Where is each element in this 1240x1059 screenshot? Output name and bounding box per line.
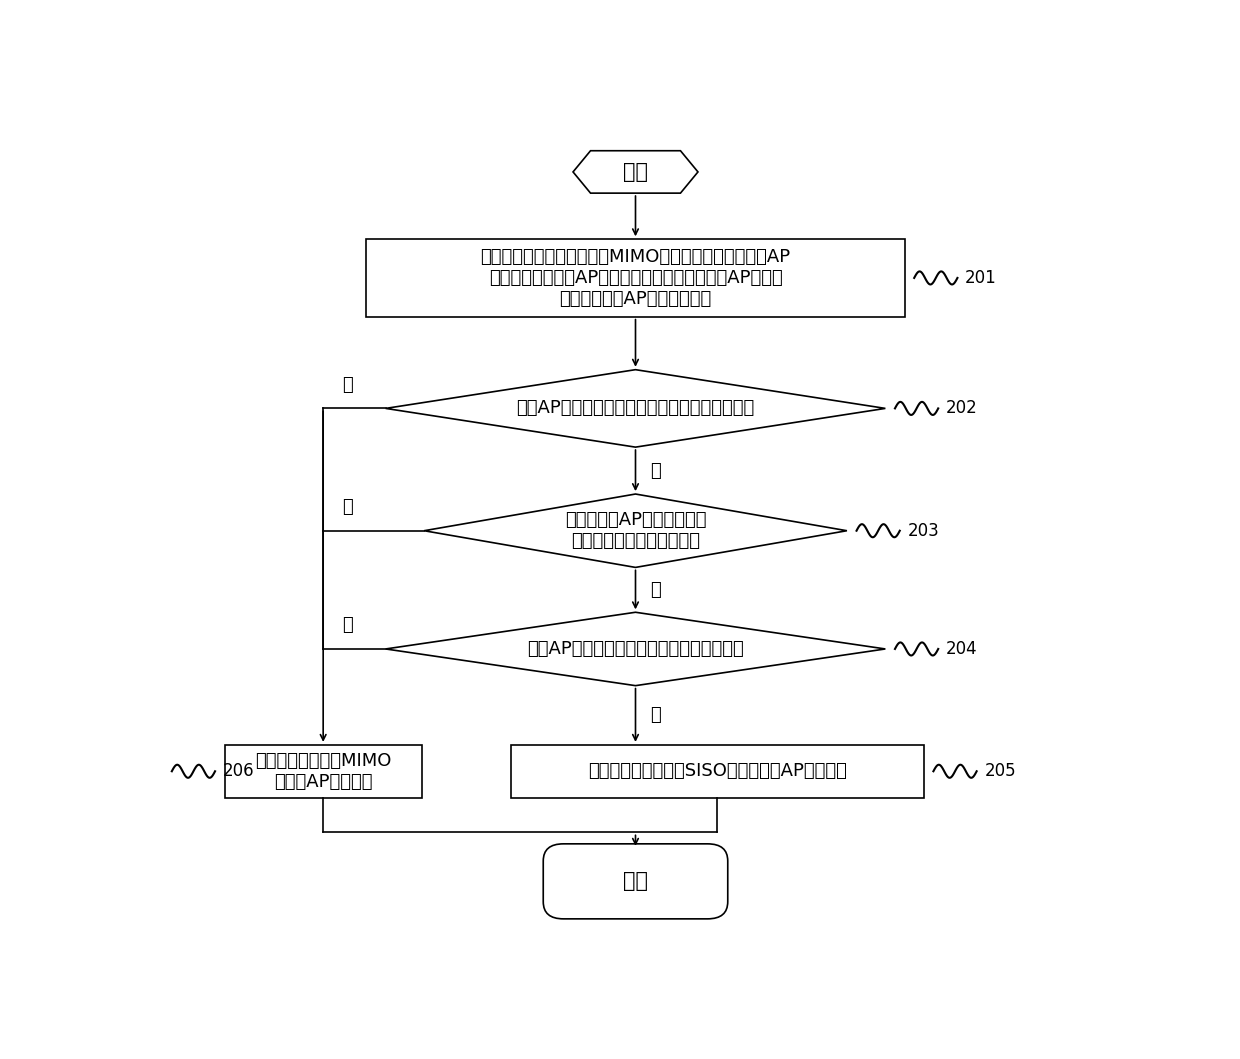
FancyBboxPatch shape xyxy=(367,239,905,317)
Text: 判断终端与AP之间的链路质
量值是否大于第二预设阈值: 判断终端与AP之间的链路质 量值是否大于第二预设阈值 xyxy=(564,511,707,550)
Text: 206: 206 xyxy=(223,762,254,780)
FancyBboxPatch shape xyxy=(511,744,924,797)
Text: 是: 是 xyxy=(650,580,661,598)
Text: 开始: 开始 xyxy=(622,162,649,182)
Text: 203: 203 xyxy=(908,522,939,540)
Text: 当终端天线以多输入多输出MIMO模式与无线访问接入点AP
进行通信时，获取AP的接收信号强度值、终端与AP之间的
链路质量值及AP的接入带宽值: 当终端天线以多输入多输出MIMO模式与无线访问接入点AP 进行通信时，获取AP的… xyxy=(480,248,791,308)
Text: 判断AP的接入带宽值是否小于第三预设阈值: 判断AP的接入带宽值是否小于第三预设阈值 xyxy=(527,640,744,658)
FancyBboxPatch shape xyxy=(224,744,422,797)
Text: 判断AP的接收信号强度值是否大于第一预设阈值: 判断AP的接收信号强度值是否大于第一预设阈值 xyxy=(516,399,755,417)
Polygon shape xyxy=(424,493,847,568)
Text: 控制终端天线切换至SISO模式与所述AP进行通信: 控制终端天线切换至SISO模式与所述AP进行通信 xyxy=(588,762,847,780)
Text: 是: 是 xyxy=(650,706,661,724)
Text: 202: 202 xyxy=(946,399,977,417)
Text: 控制终端天线保持MIMO
模式与AP进行通信: 控制终端天线保持MIMO 模式与AP进行通信 xyxy=(255,752,392,791)
Polygon shape xyxy=(573,150,698,193)
Text: 结束: 结束 xyxy=(622,872,649,892)
Text: 204: 204 xyxy=(946,640,977,658)
Text: 否: 否 xyxy=(342,498,352,516)
Text: 是: 是 xyxy=(650,462,661,480)
Text: 205: 205 xyxy=(985,762,1016,780)
Polygon shape xyxy=(386,370,885,447)
Text: 否: 否 xyxy=(342,376,352,394)
Text: 201: 201 xyxy=(965,269,997,287)
Polygon shape xyxy=(386,612,885,685)
Text: 否: 否 xyxy=(342,616,352,634)
FancyBboxPatch shape xyxy=(543,844,728,919)
